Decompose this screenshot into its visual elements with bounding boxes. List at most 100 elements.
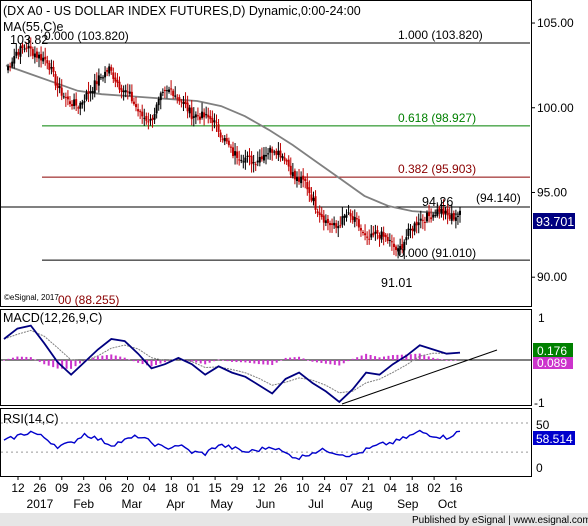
macd-histogram-bar <box>213 360 216 362</box>
ma-line <box>5 64 461 216</box>
candle-body <box>118 81 121 90</box>
x-month-label: Sep <box>397 497 419 511</box>
candle-body <box>135 104 138 108</box>
candle-body <box>316 211 319 214</box>
macd-histogram-bar <box>275 360 278 363</box>
x-day-label: 24 <box>318 481 332 495</box>
candle-body <box>279 150 282 158</box>
candle-body <box>91 90 94 94</box>
candle-body <box>95 81 98 85</box>
candle-body <box>122 90 125 93</box>
ma-label: MA(55,C)e <box>3 20 63 34</box>
macd-histogram-bar <box>266 360 269 365</box>
price-axis: 105.00 100.00 95.00 90.00 <box>531 16 574 284</box>
candle-body <box>180 101 183 103</box>
candle-body <box>240 160 243 162</box>
rsi-value: 58.514 <box>536 432 573 446</box>
candle-body <box>223 138 226 142</box>
candle-body <box>143 117 146 119</box>
candle-body <box>300 176 303 184</box>
macd-histogram-bar <box>342 360 345 364</box>
macd-histogram-bar <box>315 360 318 363</box>
macd-histogram-bar <box>235 360 238 363</box>
x-month-label: Jun <box>256 497 275 511</box>
macd-histogram-bar <box>119 356 122 360</box>
candle-body <box>423 222 426 224</box>
x-day-label: 01 <box>187 481 201 495</box>
candle-body <box>304 178 307 182</box>
x-day-label: 18 <box>406 481 420 495</box>
macd-histogram-bar <box>92 357 95 360</box>
x-day-label: 16 <box>449 481 463 495</box>
candle-body <box>428 212 431 217</box>
candle-body <box>44 56 47 60</box>
candle-body <box>265 154 268 157</box>
candle-body <box>430 217 433 220</box>
candle-body <box>281 156 284 159</box>
macd-axis-bottom: -1 <box>534 396 545 410</box>
candle-body <box>7 66 10 71</box>
x-day-label: 12 <box>252 481 266 495</box>
candle-body <box>444 210 447 214</box>
rsi-axis-bottom: 0 <box>536 461 543 475</box>
candle-body <box>399 245 402 250</box>
candle-body <box>238 159 241 161</box>
candle-body <box>314 196 317 210</box>
macd-histogram-bar <box>320 360 323 364</box>
candle-body <box>370 233 373 238</box>
candle-body <box>11 61 14 67</box>
candle-body <box>384 234 387 238</box>
candle-body <box>374 231 377 234</box>
candle-body <box>68 101 71 105</box>
candle-body <box>196 115 199 117</box>
fib-label-right: 0.618 (98.927) <box>398 111 476 125</box>
candle-body <box>184 101 187 105</box>
x-day-label: 12 <box>11 481 25 495</box>
candle-body <box>409 228 412 230</box>
candle-body <box>368 238 371 240</box>
macd-line <box>3 324 461 404</box>
candle-body <box>293 170 296 180</box>
candle-body <box>407 228 410 236</box>
macd-histogram-bar <box>47 360 50 366</box>
candle-body <box>54 73 57 86</box>
candle-body <box>227 140 230 146</box>
candle-body <box>124 90 127 93</box>
candle-body <box>320 214 323 218</box>
candle-body <box>145 115 148 121</box>
candle-body <box>432 214 435 218</box>
candle-body <box>283 157 286 161</box>
candle-body <box>192 116 195 118</box>
macd-histogram-bar <box>74 360 77 367</box>
candle-body <box>132 101 135 104</box>
macd-histogram-bar <box>324 360 327 364</box>
candle-body <box>246 155 249 157</box>
candle-body <box>285 160 288 162</box>
candle-body <box>442 207 445 215</box>
candle-body <box>209 116 212 120</box>
candle-body <box>331 223 334 225</box>
macd-histogram-bar <box>432 357 435 360</box>
candle-body <box>242 161 245 163</box>
candle-body <box>21 44 24 48</box>
macd-lines <box>1 324 531 405</box>
candle-body <box>419 218 422 221</box>
macd-histogram-bar <box>79 360 81 364</box>
signal-value: 0.089 <box>537 356 567 370</box>
candle-body <box>275 151 278 155</box>
candle-body <box>211 117 214 124</box>
candle-body <box>395 246 398 250</box>
signal-badge <box>533 356 573 369</box>
price-panel <box>0 0 532 307</box>
x-day-label: 18 <box>165 481 179 495</box>
candle-body <box>401 244 404 249</box>
candle-body <box>312 197 315 202</box>
macd-histogram-bar <box>110 354 113 360</box>
candle-body <box>234 151 237 156</box>
candle-body <box>186 102 189 112</box>
candle-body <box>73 99 76 106</box>
macd-histogram-bar <box>365 353 368 360</box>
candle-body <box>295 177 298 182</box>
macd-histogram-bar <box>52 360 55 368</box>
candle-body <box>359 228 362 231</box>
